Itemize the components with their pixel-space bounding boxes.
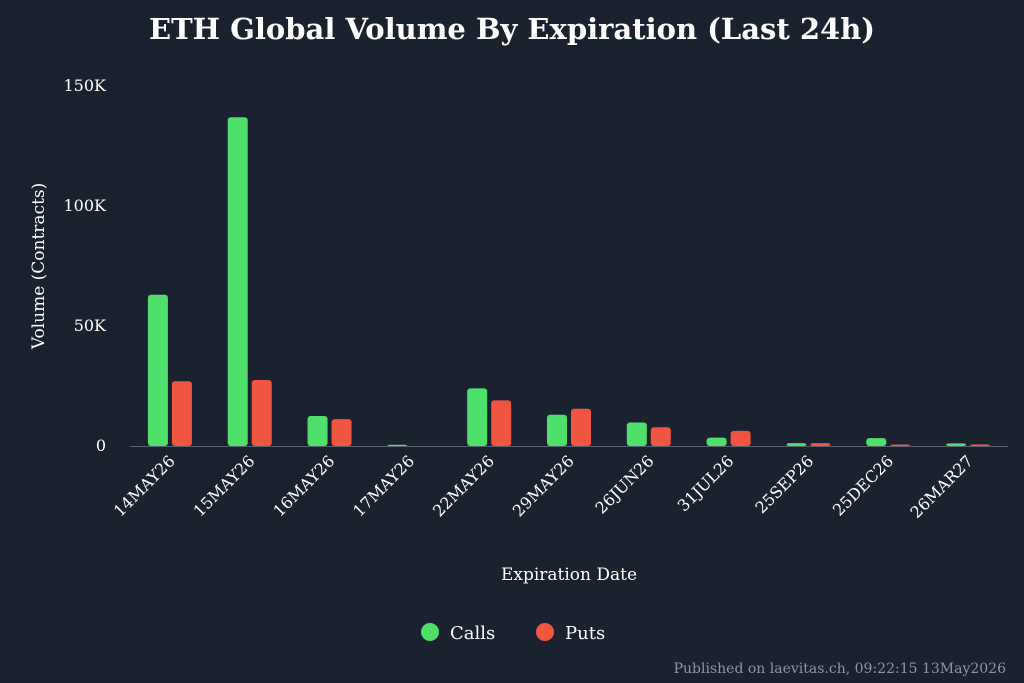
x-axis-ticks: 14MAY26 15MAY26 16MAY26 17MAY26 22MAY26 29MAY… bbox=[110, 451, 977, 522]
bars bbox=[147, 117, 991, 446]
bar-calls-17MAY26 bbox=[387, 444, 408, 446]
x-tick-label: 26MAR27 bbox=[906, 451, 977, 522]
bar-puts-31JUL26 bbox=[730, 430, 751, 446]
x-tick-label: 17MAY26 bbox=[349, 451, 418, 520]
x-tick-label: 22MAY26 bbox=[429, 451, 498, 520]
bar-calls-25DEC26 bbox=[866, 438, 887, 446]
legend-label-calls: Calls bbox=[450, 623, 495, 644]
x-tick-label: 16MAY26 bbox=[269, 451, 338, 520]
bar-puts-22MAY26 bbox=[491, 400, 512, 446]
bar-calls-16MAY26 bbox=[307, 416, 328, 446]
bar-calls-29MAY26 bbox=[547, 414, 567, 446]
y-tick-label: 150K bbox=[64, 76, 108, 95]
bar-calls-26MAR27 bbox=[946, 443, 967, 446]
legend: Calls Puts bbox=[421, 623, 605, 644]
bar-puts-16MAY26 bbox=[331, 419, 352, 446]
legend-swatch-puts bbox=[536, 623, 554, 641]
bar-calls-14MAY26 bbox=[147, 294, 168, 446]
y-tick-label: 50K bbox=[74, 316, 107, 335]
bar-calls-31JUL26 bbox=[706, 437, 727, 446]
bar-puts-26JUN26 bbox=[650, 427, 671, 446]
x-tick-label: 25SEP26 bbox=[751, 451, 817, 517]
x-tick-label: 14MAY26 bbox=[110, 451, 179, 520]
y-tick-label: 0 bbox=[96, 436, 106, 455]
bar-puts-26MAR27 bbox=[970, 444, 991, 446]
y-axis-ticks: 0 50K 100K 150K bbox=[64, 76, 108, 455]
bar-calls-26JUN26 bbox=[626, 422, 647, 446]
bar-puts-15MAY26 bbox=[251, 380, 272, 446]
legend-swatch-calls bbox=[421, 623, 439, 641]
bar-puts-29MAY26 bbox=[571, 408, 591, 446]
bar-calls-22MAY26 bbox=[467, 388, 488, 446]
x-tick-label: 29MAY26 bbox=[509, 451, 578, 520]
x-axis-label: Expiration Date bbox=[501, 565, 637, 585]
bar-puts-25DEC26 bbox=[890, 444, 911, 446]
chart-title: ETH Global Volume By Expiration (Last 24… bbox=[148, 12, 876, 46]
bar-puts-14MAY26 bbox=[171, 381, 192, 446]
x-tick-label: 26JUN26 bbox=[591, 451, 657, 517]
x-tick-label: 25DEC26 bbox=[829, 451, 897, 519]
bar-calls-15MAY26 bbox=[227, 117, 248, 446]
bar-puts-25SEP26 bbox=[810, 443, 831, 446]
y-axis-label: Volume (Contracts) bbox=[29, 183, 49, 351]
legend-label-puts: Puts bbox=[565, 623, 605, 644]
x-tick-label: 31JUL26 bbox=[674, 451, 738, 515]
published-footer: Published on laevitas.ch, 09:22:15 13May… bbox=[673, 661, 1006, 677]
bar-calls-25SEP26 bbox=[786, 443, 807, 446]
x-tick-label: 15MAY26 bbox=[190, 451, 259, 520]
y-tick-label: 100K bbox=[64, 196, 108, 215]
